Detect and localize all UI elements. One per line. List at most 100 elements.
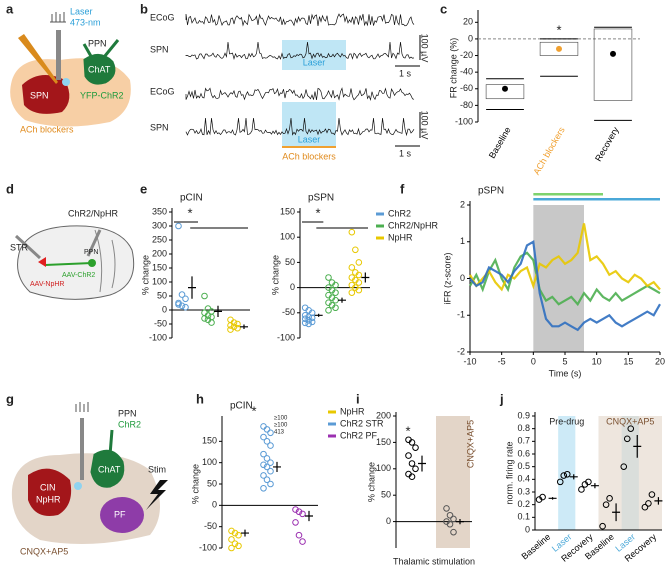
y-tick-label: 50 — [285, 257, 295, 267]
y-tick-label: -1 — [457, 310, 465, 320]
scale-label: 1 s — [399, 68, 412, 78]
x-tick-label: Baseline — [520, 532, 553, 562]
point — [325, 274, 332, 281]
point — [450, 515, 457, 523]
y-tick-label: 0.2 — [517, 499, 530, 509]
y-tick-label: 2 — [460, 199, 465, 209]
point — [260, 423, 267, 430]
point — [450, 528, 457, 536]
point — [235, 531, 242, 539]
mean-error — [590, 483, 599, 489]
point — [263, 438, 271, 445]
point — [348, 228, 356, 236]
group-label: CNQX+AP5 — [606, 416, 654, 426]
mean-error — [418, 455, 426, 472]
point — [301, 315, 309, 323]
y-tick-label: 100 — [152, 276, 167, 286]
label: CNQX+AP5 — [20, 546, 68, 556]
fiber — [86, 229, 102, 257]
drug-shade — [598, 416, 662, 530]
trace — [185, 117, 415, 137]
fiber — [80, 418, 84, 480]
point — [235, 542, 242, 550]
y-tick-label: 0.7 — [517, 436, 530, 446]
point — [606, 495, 613, 502]
scale-label: 100 µV — [420, 111, 430, 140]
legend-label: ChR2 — [388, 208, 411, 218]
scale-bar — [395, 35, 421, 147]
y-tick-label: -50 — [204, 521, 217, 531]
point — [556, 478, 564, 486]
x-tick-label: ACh blockers — [531, 125, 567, 177]
series-line — [469, 251, 661, 307]
chart-title: pSPN — [308, 193, 334, 204]
point — [578, 486, 585, 493]
point — [355, 286, 363, 294]
point — [178, 302, 186, 310]
point — [267, 442, 274, 449]
chart-title: pCIN — [230, 401, 253, 412]
shade — [436, 416, 470, 548]
diagram-d: ChR2/NpHR STR PPN AAV-NpHR AAV-ChR2 — [10, 208, 135, 300]
series-line — [469, 240, 661, 332]
y-tick-label: 0 — [460, 273, 465, 283]
point — [645, 500, 652, 507]
label: NpHR — [36, 494, 61, 504]
point — [292, 506, 299, 513]
y-tick-label: -80 — [460, 100, 473, 110]
projection — [44, 262, 93, 266]
y-tick-label: 0.1 — [517, 512, 530, 522]
mean-error — [338, 297, 346, 303]
laser-icon — [75, 402, 89, 412]
y-tick-label: -100 — [149, 332, 167, 342]
point — [231, 540, 239, 548]
x-tick-label: 15 — [623, 356, 633, 366]
point — [623, 435, 631, 443]
chat-cell — [90, 429, 125, 488]
point — [231, 529, 239, 537]
point — [332, 304, 339, 312]
stim-bar — [533, 193, 603, 196]
point — [292, 519, 299, 526]
electrode — [18, 34, 58, 84]
mean-dot — [556, 45, 562, 52]
y-tick-label: 0 — [212, 500, 217, 510]
trace-label: SPN — [150, 44, 169, 54]
point — [260, 472, 267, 479]
trace-label: ECoG — [150, 12, 175, 22]
label: YFP-ChR2 — [80, 90, 124, 100]
laser-icon — [50, 12, 66, 23]
point — [263, 463, 271, 471]
traces-b: ECoG SPN ECoG SPN Laser Laser ACh blocke… — [150, 12, 430, 161]
label: ChAT — [88, 64, 111, 74]
x-axis-label: Thalamic stimulation — [393, 556, 475, 566]
y-tick-label: 150 — [202, 436, 217, 446]
y-tick-label: 200 — [152, 248, 167, 258]
panel-label: j — [499, 391, 504, 406]
spn-cell — [22, 75, 70, 114]
chr2-site — [88, 259, 96, 267]
chart-title: pCIN — [180, 193, 203, 204]
mean-error — [214, 305, 222, 317]
chat-cell — [82, 39, 120, 85]
stim-bar — [533, 198, 660, 201]
y-tick-label: -40 — [460, 67, 473, 77]
point — [627, 425, 635, 432]
point — [352, 246, 359, 254]
diagram-g: PPN ChR2 ChAT CIN NpHR Stim PF CNQX+AP5 — [11, 402, 168, 556]
point — [263, 426, 271, 433]
point — [648, 491, 656, 498]
point — [299, 510, 306, 518]
y-tick-label: 0.8 — [517, 423, 530, 433]
point — [305, 320, 312, 328]
annotation: * — [187, 205, 192, 220]
y-tick-label: 100 — [280, 232, 295, 242]
point — [446, 520, 454, 528]
mean-error — [612, 503, 621, 522]
point — [263, 476, 271, 484]
mean-error — [305, 510, 313, 522]
point — [228, 527, 235, 535]
box — [485, 84, 525, 100]
point-label: ≥100 — [274, 423, 288, 429]
trace — [185, 87, 415, 101]
